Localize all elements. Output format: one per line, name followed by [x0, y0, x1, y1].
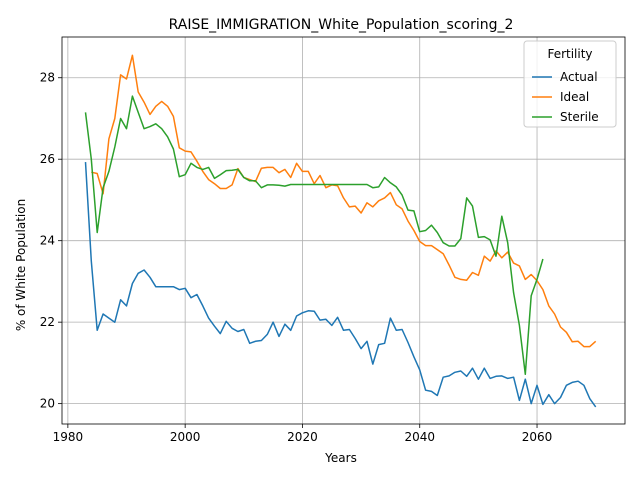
plot-frame	[61, 36, 626, 425]
legend-title: Fertility	[547, 47, 592, 61]
legend-entries: Actual Ideal Sterile	[532, 70, 599, 124]
series-line-actual	[84, 162, 597, 408]
x-axis-label: Years	[324, 451, 357, 465]
y-tick-label: 26	[40, 152, 55, 166]
x-axis-ticks: 1980 2000 2020 2040 2060	[53, 424, 553, 444]
legend-label-actual: Actual	[560, 70, 598, 84]
y-tick-label: 24	[40, 234, 55, 248]
y-tick-label: 22	[40, 315, 55, 329]
legend-label-sterile: Sterile	[560, 110, 599, 124]
legend: Fertility Actual Ideal Sterile	[523, 40, 617, 128]
series-line-ideal	[91, 54, 597, 348]
y-tick-label: 20	[40, 397, 55, 411]
x-tick-label: 2020	[287, 430, 318, 444]
x-tick-label: 2060	[522, 430, 553, 444]
legend-label-ideal: Ideal	[560, 90, 589, 104]
x-tick-label: 1980	[53, 430, 84, 444]
chart-title: RAISE_IMMIGRATION_White_Population_scori…	[169, 17, 514, 33]
x-tick-label: 2040	[404, 430, 435, 444]
legend-box	[523, 40, 617, 128]
y-tick-label: 28	[40, 71, 55, 85]
y-axis-label: % of White Population	[14, 199, 28, 331]
y-axis-ticks: 20 22 24 26 28	[40, 71, 62, 411]
x-tick-label: 2000	[170, 430, 201, 444]
series-lines	[84, 54, 597, 408]
series-line-sterile	[84, 95, 544, 376]
